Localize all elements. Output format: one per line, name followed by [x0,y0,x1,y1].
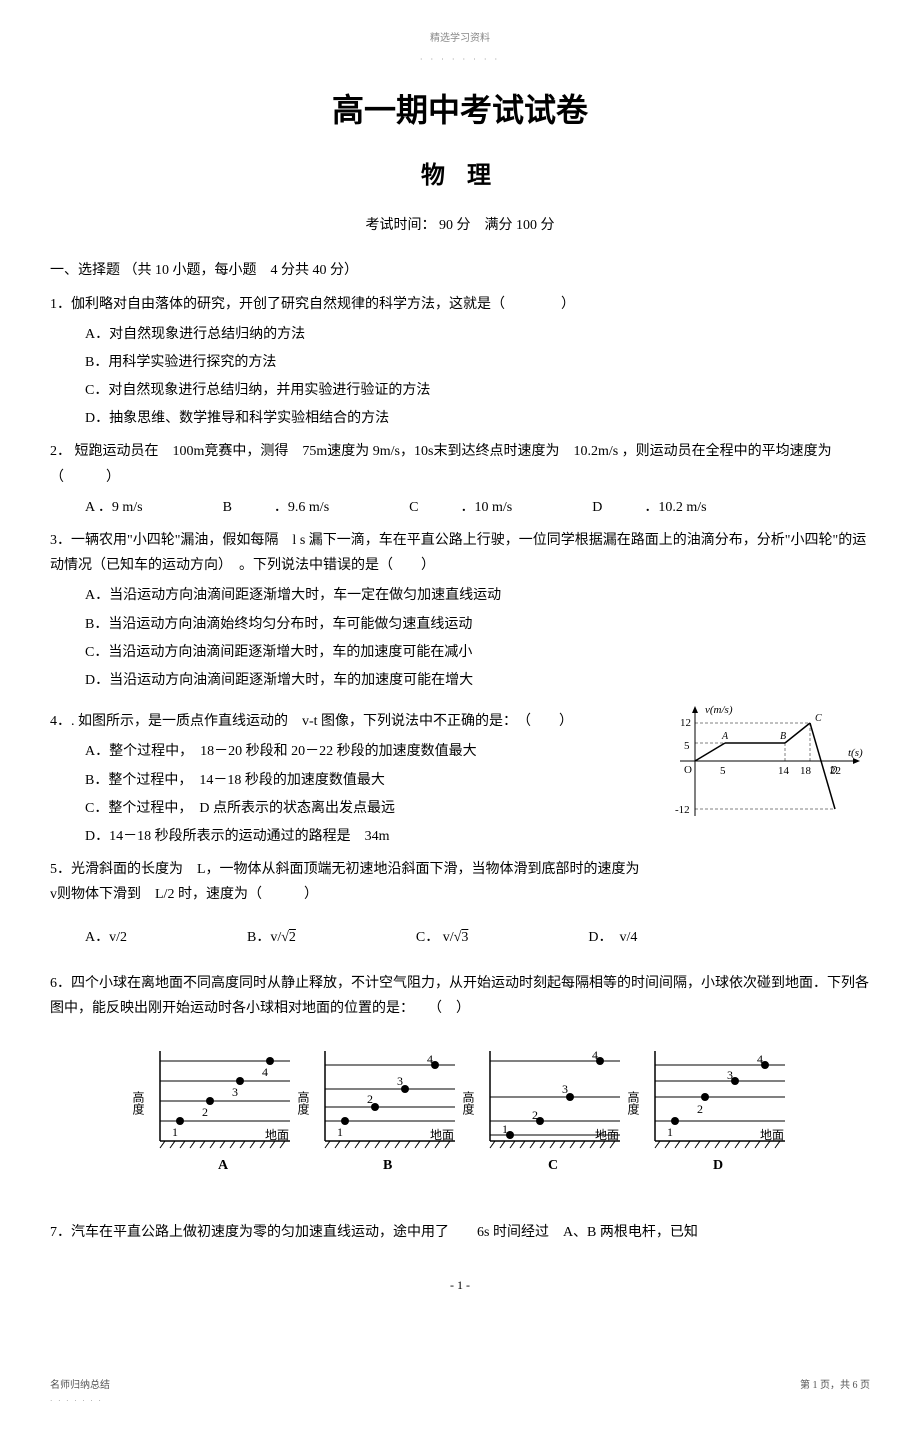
footer-right: 第 1 页，共 6 页 [800,1377,870,1408]
svg-text:C: C [548,1158,558,1173]
q1-option-d: D．抽象思维、数学推导和科学实验相结合的方法 [85,406,870,431]
q6-panel-b: 1 2 3 4 高度 地面 B [296,1051,455,1173]
q3-text: 3．一辆农用"小四轮"漏油，假如每隔 l s 漏下一滴，车在平直公路上行驶，一位… [50,528,870,578]
q5-option-b: B．v/√2 [247,925,296,950]
svg-text:4: 4 [262,1065,268,1079]
q6-diagrams: 1 2 3 4 高度 地面 A 1 2 3 4 高度 地面 B [50,1041,870,1200]
q5-option-a: A．v/2 [85,925,127,950]
q2-option-a: A ．9 m/s [85,495,143,520]
q2-text: 2． 短跑运动员在 100m竞赛中，测得 75m速度为 9m/s，10s末到达终… [50,439,870,489]
chart-origin: O [684,764,692,776]
svg-text:A: A [218,1158,229,1173]
svg-text:高度: 高度 [461,1090,475,1115]
chart-xtick-5: 5 [720,765,726,777]
svg-text:3: 3 [562,1082,568,1096]
q4-option-b: B．整个过程中， 14－18 秒段的加速度数值最大 [85,768,660,793]
q6-panel-a: 1 2 3 4 高度 地面 A [131,1051,290,1173]
q4-velocity-chart: v(m/s) t(s) 12 5 -12 O 5 14 18 22 A B C … [670,701,870,831]
footer-left: 名师归纳总结 · · · · · · · [50,1377,110,1408]
page-number: - 1 - [50,1275,870,1297]
q1-option-b: B．用科学实验进行探究的方法 [85,350,870,375]
watermark-dots: · · · · · · · · [50,53,870,67]
svg-text:D: D [713,1158,723,1173]
q7-text: 7．汽车在平直公路上做初速度为零的匀加速直线运动，途中用了 6s 时间经过 A、… [50,1220,870,1245]
svg-text:4: 4 [757,1052,763,1066]
question-1: 1．伽利略对自由落体的研究，开创了研究自然规律的科学方法，这就是（ ） A．对自… [50,292,870,432]
chart-label-d: D [829,765,838,776]
svg-text:3: 3 [397,1074,403,1088]
q5-options: A．v/2 B．v/√2 C． v/√3 D． v/4 [50,925,870,950]
question-2: 2． 短跑运动员在 100m竞赛中，测得 75m速度为 9m/s，10s末到达终… [50,439,870,520]
q3-option-d: D．当沿运动方向油滴间距逐渐增大时，车的加速度可能在增大 [85,668,870,693]
q2-option-b: B ．9.6 m/s [223,495,330,520]
svg-text:4: 4 [592,1048,598,1062]
svg-text:地面: 地面 [265,1128,289,1142]
q3-option-a: A．当沿运动方向油滴间距逐渐增大时，车一定在做匀加速直线运动 [85,583,870,608]
svg-text:1: 1 [502,1122,508,1136]
chart-xtick-18: 18 [800,765,812,777]
q6-panel-d: 1 2 3 4 高度 地面 D [626,1051,785,1173]
svg-text:高度: 高度 [131,1090,145,1115]
chart-xtick-14: 14 [778,765,790,777]
document-header: 精选学习资料 · · · · · · · · 高一期中考试试卷 物 理 考试时间… [50,30,870,238]
svg-text:2: 2 [202,1105,208,1119]
chart-ytick-12: 12 [680,717,691,729]
chart-label-a: A [721,731,729,742]
question-4-wrapper: 4．. 如图所示，是一质点作直线运动的 v-t 图像，下列说法中不正确的是： （… [50,701,870,915]
q5-option-c: C． v/√3 [416,925,468,950]
svg-text:高度: 高度 [296,1090,310,1115]
q2-option-c: C ．10 m/s [409,495,512,520]
chart-xlabel: t(s) [848,747,863,759]
chart-ytick-5: 5 [684,740,690,752]
svg-text:地面: 地面 [760,1128,784,1142]
q1-option-a: A．对自然现象进行总结归纳的方法 [85,322,870,347]
q2-option-d: D ．10.2 m/s [592,495,706,520]
q4-text: 4．. 如图所示，是一质点作直线运动的 v-t 图像，下列说法中不正确的是： （… [50,709,660,734]
q4-option-d: D．14－18 秒段所表示的运动通过的路程是 34m [85,824,660,849]
svg-text:2: 2 [697,1102,703,1116]
exam-title: 高一期中考试试卷 [50,82,870,140]
q5-text: 5．光滑斜面的长度为 L，一物体从斜面顶端无初速地沿斜面下滑，当物体滑到底部时的… [50,857,660,907]
watermark-text: 精选学习资料 [50,30,870,48]
chart-label-c: C [815,713,822,724]
q3-option-c: C．当沿运动方向油滴间距逐渐增大时，车的加速度可能在减小 [85,640,870,665]
question-3: 3．一辆农用"小四轮"漏油，假如每隔 l s 漏下一滴，车在平直公路上行驶，一位… [50,528,870,693]
q1-text: 1．伽利略对自由落体的研究，开创了研究自然规律的科学方法，这就是（ ） [50,292,870,317]
chart-ytick-neg12: -12 [675,804,690,816]
svg-text:1: 1 [667,1125,673,1139]
svg-text:3: 3 [232,1085,238,1099]
svg-text:2: 2 [367,1092,373,1106]
svg-text:2: 2 [532,1108,538,1122]
chart-ylabel: v(m/s) [705,704,733,716]
q5-option-d: D． v/4 [588,925,637,950]
chart-label-b: B [780,731,786,742]
svg-text:高度: 高度 [626,1090,640,1115]
svg-text:4: 4 [427,1052,433,1066]
question-5: 5．光滑斜面的长度为 L，一物体从斜面顶端无初速地沿斜面下滑，当物体滑到底部时的… [50,857,660,907]
svg-text:1: 1 [337,1125,343,1139]
svg-text:3: 3 [727,1068,733,1082]
subject-title: 物 理 [50,155,870,198]
q3-option-b: B．当沿运动方向油滴始终均匀分布时，车可能做匀速直线运动 [85,612,870,637]
q6-text: 6．四个小球在离地面不同高度同时从静止释放，不计空气阻力，从开始运动时刻起每隔相… [50,971,870,1021]
svg-text:B: B [383,1158,392,1173]
svg-text:地面: 地面 [430,1128,454,1142]
question-6: 6．四个小球在离地面不同高度同时从静止释放，不计空气阻力，从开始运动时刻起每隔相… [50,971,870,1021]
page-footer: 名师归纳总结 · · · · · · · 第 1 页，共 6 页 [50,1377,870,1408]
svg-text:1: 1 [172,1125,178,1139]
exam-info: 考试时间： 90 分 满分 100 分 [50,213,870,238]
q6-panel-c: 1 2 3 4 高度 地面 C [461,1048,620,1173]
q1-option-c: C．对自然现象进行总结归纳，并用实验进行验证的方法 [85,378,870,403]
section-header: 一、选择题 （共 10 小题，每小题 4 分共 40 分） [50,258,870,283]
q4-option-c: C．整个过程中， D 点所表示的状态离出发点最远 [85,796,660,821]
question-4: 4．. 如图所示，是一质点作直线运动的 v-t 图像，下列说法中不正确的是： （… [50,709,660,849]
question-7: 7．汽车在平直公路上做初速度为零的匀加速直线运动，途中用了 6s 时间经过 A、… [50,1220,870,1245]
q4-option-a: A．整个过程中， 18－20 秒段和 20－22 秒段的加速度数值最大 [85,739,660,764]
svg-text:地面: 地面 [595,1128,619,1142]
